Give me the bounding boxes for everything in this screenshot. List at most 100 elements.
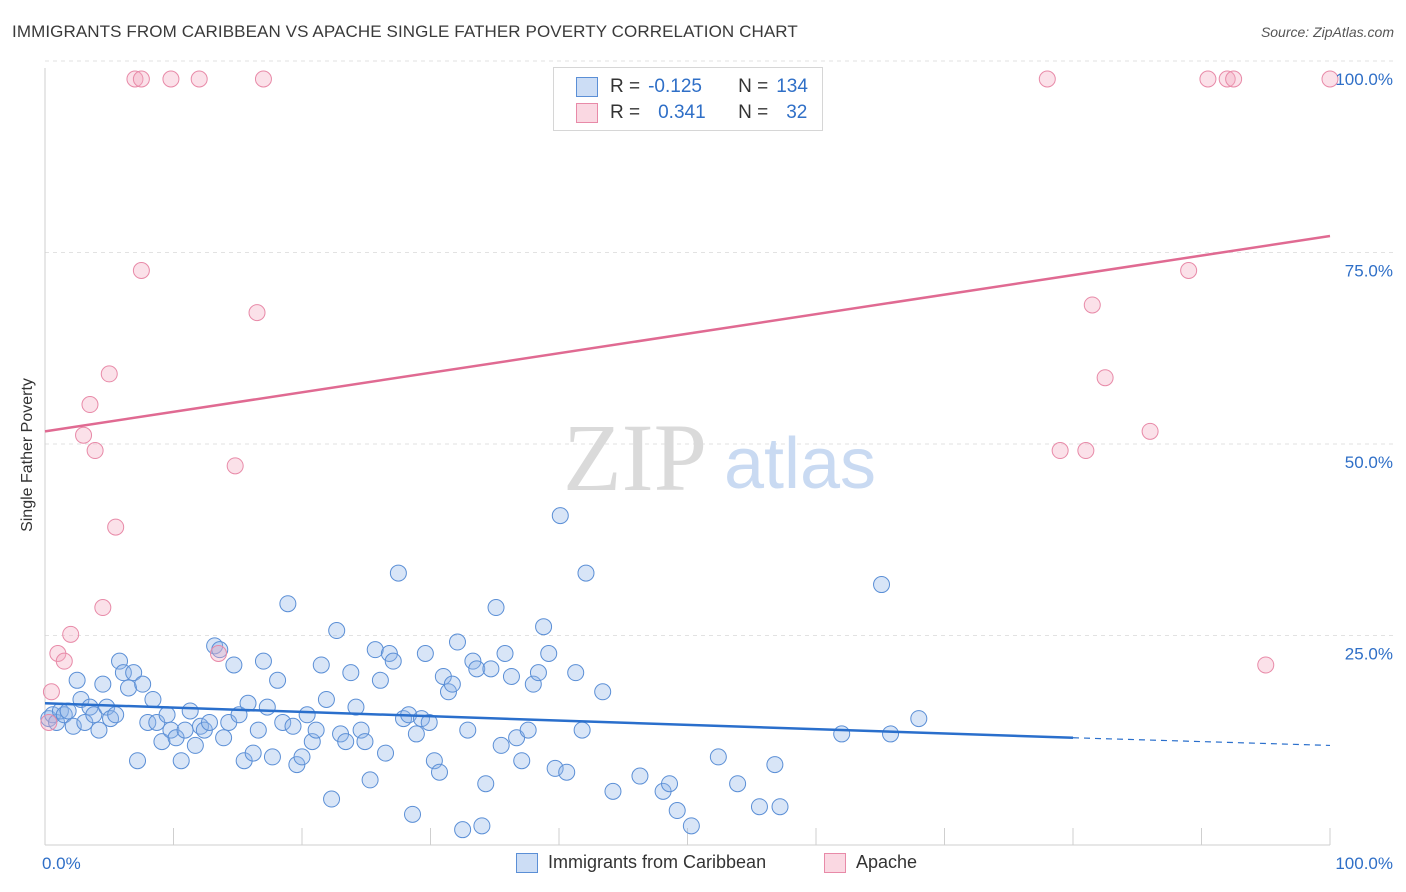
source-label: Source: ZipAtlas.com xyxy=(1260,24,1394,40)
point-caribbean xyxy=(120,679,138,697)
point-caribbean xyxy=(274,713,292,731)
y-tick-label: 25.0% xyxy=(1345,645,1393,664)
point-caribbean xyxy=(352,721,370,739)
point-apache xyxy=(1321,70,1339,88)
point-apache xyxy=(254,70,272,88)
legend-label-caribbean: Immigrants from Caribbean xyxy=(548,852,767,872)
point-caribbean xyxy=(594,683,612,701)
point-apache xyxy=(132,262,150,279)
point-caribbean xyxy=(473,817,491,835)
point-caribbean xyxy=(661,775,679,793)
point-caribbean xyxy=(443,675,461,693)
point-apache xyxy=(81,396,99,414)
legend-r-value: -0.125 xyxy=(648,76,702,97)
point-caribbean xyxy=(567,664,585,682)
point-apache xyxy=(86,442,104,460)
point-apache xyxy=(1038,70,1056,88)
point-caribbean xyxy=(158,706,176,724)
chart-title: IMMIGRANTS FROM CARIBBEAN VS APACHE SING… xyxy=(12,22,798,41)
legend-item-caribbean[interactable]: Immigrants from Caribbean xyxy=(516,852,766,873)
point-caribbean xyxy=(254,652,272,670)
point-caribbean xyxy=(551,507,569,525)
point-caribbean xyxy=(263,748,281,766)
legend-item-apache[interactable]: Apache xyxy=(824,852,917,873)
point-apache xyxy=(1257,656,1275,674)
trend-lines xyxy=(44,234,1331,747)
legend-n-value: 32 xyxy=(786,102,808,123)
point-caribbean xyxy=(513,752,531,770)
point-caribbean xyxy=(729,775,747,793)
correlation-legend: R = -0.125 N = 134 R = 0.341 N = 32 xyxy=(553,67,823,131)
point-caribbean xyxy=(750,798,768,816)
point-apache xyxy=(1051,442,1069,460)
point-apache xyxy=(132,70,150,88)
trend-line-caribbean-extrapolated xyxy=(1072,737,1331,747)
point-apache xyxy=(126,70,144,88)
point-apache xyxy=(1083,296,1101,314)
point-caribbean xyxy=(284,717,302,735)
point-caribbean xyxy=(356,733,374,751)
point-caribbean xyxy=(139,713,157,731)
point-caribbean xyxy=(307,721,325,739)
point-caribbean xyxy=(347,698,365,716)
point-apache xyxy=(1141,422,1159,440)
point-caribbean xyxy=(873,576,891,594)
point-caribbean xyxy=(448,633,466,651)
point-apache xyxy=(100,365,118,383)
point-caribbean xyxy=(631,767,649,785)
point-caribbean xyxy=(176,721,194,739)
point-caribbean xyxy=(144,690,162,708)
point-caribbean xyxy=(558,763,576,781)
point-caribbean xyxy=(380,645,398,662)
point-caribbean xyxy=(430,763,448,781)
point-apache xyxy=(162,70,180,88)
point-caribbean xyxy=(337,733,355,751)
point-caribbean xyxy=(181,702,199,720)
trend-line-apache xyxy=(44,234,1331,433)
legend-n-label: N = xyxy=(738,102,769,123)
point-apache xyxy=(209,645,227,662)
point-apache xyxy=(94,599,112,617)
point-apache xyxy=(226,457,244,475)
point-caribbean xyxy=(125,664,143,682)
point-caribbean xyxy=(577,564,595,582)
point-caribbean xyxy=(573,721,591,739)
y-tick-label: 75.0% xyxy=(1345,262,1393,281)
point-caribbean xyxy=(420,713,438,731)
point-caribbean xyxy=(407,725,425,743)
point-caribbean xyxy=(371,671,389,689)
legend-r-label: R = xyxy=(610,102,641,123)
point-caribbean xyxy=(215,729,233,747)
point-caribbean xyxy=(519,721,537,739)
trend-line-caribbean xyxy=(44,702,1074,740)
point-apache xyxy=(42,683,60,701)
point-apache xyxy=(1218,70,1236,88)
point-caribbean xyxy=(298,706,316,724)
point-caribbean xyxy=(366,641,384,659)
point-caribbean xyxy=(85,706,103,724)
point-caribbean xyxy=(464,652,482,670)
point-caribbean xyxy=(153,733,171,751)
point-caribbean xyxy=(496,645,514,662)
point-apache xyxy=(1199,70,1217,88)
point-caribbean xyxy=(68,671,86,689)
point-apache xyxy=(1096,369,1114,387)
point-caribbean xyxy=(328,622,346,640)
point-caribbean xyxy=(668,802,686,820)
point-apache xyxy=(75,426,93,444)
point-caribbean xyxy=(303,733,321,751)
point-caribbean xyxy=(342,664,360,682)
point-caribbean xyxy=(604,782,622,800)
y-tick-label: 100.0% xyxy=(1335,70,1393,89)
point-caribbean xyxy=(384,652,402,670)
point-caribbean xyxy=(377,744,395,762)
point-caribbean xyxy=(454,821,472,839)
y-tick-label: 50.0% xyxy=(1345,453,1393,472)
point-caribbean xyxy=(81,698,99,716)
legend-swatch-caribbean xyxy=(576,77,598,97)
point-caribbean xyxy=(249,721,267,739)
x-tick-label: 0.0% xyxy=(42,854,81,873)
point-apache xyxy=(107,518,125,536)
point-caribbean xyxy=(477,775,495,793)
